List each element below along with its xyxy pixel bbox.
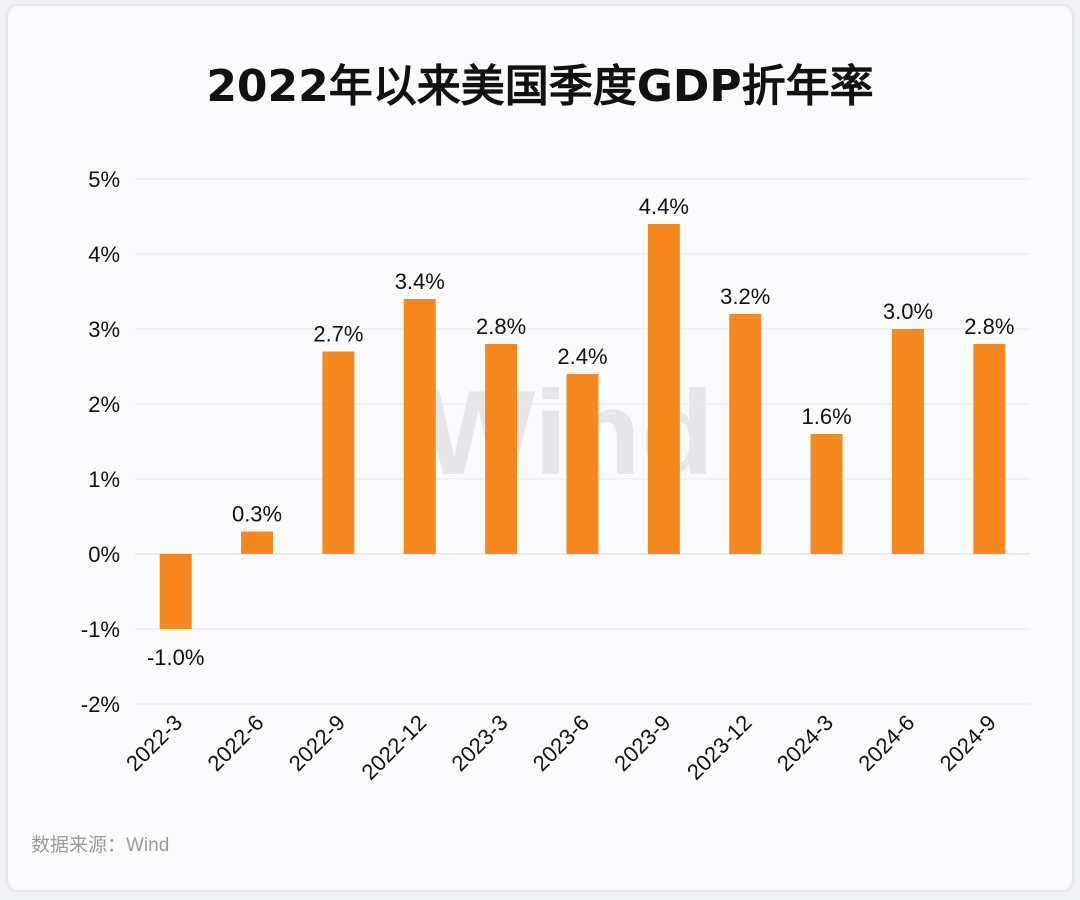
y-tick-label: 3% — [88, 317, 120, 342]
y-tick-label: 1% — [88, 467, 120, 492]
x-tick-label: 2022-12 — [357, 710, 432, 785]
bar-chart: Wind -1.0%0.3%2.7%3.4%2.8%2.4%4.4%3.2%1.… — [81, 167, 1030, 785]
bar-2023-3 — [485, 344, 518, 554]
value-label: 2.4% — [557, 344, 607, 369]
y-tick-label: 5% — [88, 167, 120, 192]
bar-2022-6 — [241, 531, 274, 554]
x-tick-label: 2022-6 — [202, 710, 268, 776]
y-tick-label: -2% — [81, 692, 120, 717]
x-tick-label: 2024-9 — [935, 710, 1001, 776]
chart-title: 2022年以来美国季度GDP折年率 — [206, 61, 874, 112]
value-label: -1.0% — [147, 645, 204, 670]
x-tick-label: 2022-3 — [121, 710, 187, 776]
y-tick-label: 2% — [88, 392, 120, 417]
y-tick-label: 4% — [88, 242, 120, 267]
value-label: 3.4% — [395, 269, 445, 294]
value-label: 3.2% — [720, 284, 770, 309]
x-tick-label: 2023-12 — [682, 710, 757, 785]
chart-card: 2022年以来美国季度GDP折年率 Wind -1.0%0.3%2.7%3.4%… — [8, 6, 1072, 890]
bar-2024-6 — [891, 329, 924, 554]
value-label: 2.8% — [964, 314, 1014, 339]
value-label: 3.0% — [883, 299, 933, 324]
x-tick-label: 2024-3 — [772, 710, 838, 776]
y-tick-label: 0% — [88, 542, 120, 567]
x-tick-label: 2022-9 — [284, 710, 350, 776]
value-label: 1.6% — [802, 404, 852, 429]
x-tick-label: 2023-6 — [528, 710, 594, 776]
bar-2022-9 — [322, 351, 355, 554]
value-label: 4.4% — [639, 194, 689, 219]
x-tick-label: 2023-9 — [609, 710, 675, 776]
value-label: 2.7% — [313, 322, 363, 347]
bar-2022-12 — [403, 299, 436, 554]
x-tick-label: 2023-3 — [447, 710, 513, 776]
data-source-note: 数据来源：Wind — [31, 835, 170, 856]
value-label: 2.8% — [476, 314, 526, 339]
value-label: 0.3% — [232, 502, 282, 527]
bar-2023-6 — [566, 374, 599, 554]
x-tick-label: 2024-6 — [853, 710, 919, 776]
bar-2022-3 — [159, 554, 192, 629]
bar-2023-9 — [647, 224, 680, 554]
bar-2023-12 — [729, 314, 762, 554]
y-tick-label: -1% — [81, 617, 120, 642]
bar-2024-9 — [973, 344, 1006, 554]
bar-2024-3 — [810, 434, 843, 554]
